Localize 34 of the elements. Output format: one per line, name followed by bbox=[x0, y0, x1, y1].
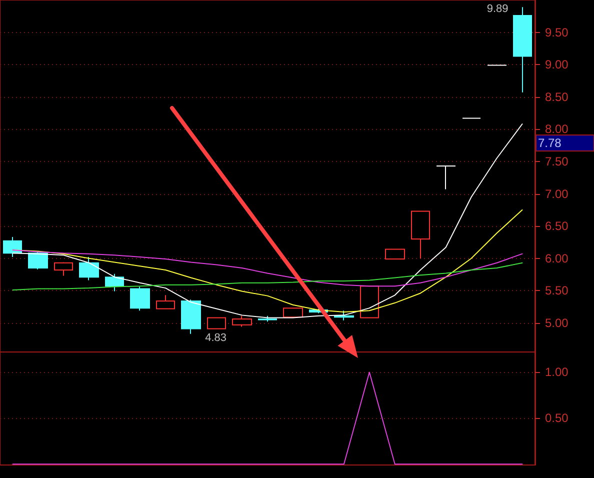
candlestick bbox=[79, 256, 99, 281]
y-tick-label: 6.50 bbox=[545, 219, 569, 234]
candlestick bbox=[207, 317, 226, 330]
y-tick-label: 1.00 bbox=[545, 365, 569, 380]
candlestick bbox=[54, 262, 73, 276]
y-tick-label: 8.00 bbox=[545, 122, 569, 136]
y-tick-label: 9.00 bbox=[545, 58, 569, 72]
candlestick bbox=[3, 236, 22, 258]
y-tick-label: 7.00 bbox=[545, 186, 569, 201]
candlestick bbox=[232, 315, 252, 328]
y-tick-label: 6.00 bbox=[545, 251, 569, 266]
candlestick bbox=[436, 165, 456, 190]
candlestick bbox=[130, 286, 150, 312]
candlestick bbox=[360, 286, 379, 318]
y-tick-label: 5.00 bbox=[545, 316, 569, 330]
text: 7.78 bbox=[538, 136, 562, 150]
annotation: 4.83 bbox=[205, 332, 226, 344]
line-series bbox=[12, 249, 523, 287]
y-tick-label: 7.50 bbox=[545, 154, 569, 168]
y-tick-label: 9.50 bbox=[545, 25, 569, 40]
annotation: 9.89 bbox=[486, 3, 508, 16]
candlestick bbox=[156, 294, 175, 310]
candlestick bbox=[513, 6, 532, 93]
y-tick-label: 5.50 bbox=[545, 284, 569, 298]
line-series bbox=[12, 262, 523, 290]
y-tick-label: 8.50 bbox=[545, 90, 569, 104]
candlestick bbox=[411, 210, 430, 259]
candlestick bbox=[283, 308, 303, 318]
y-tick-label: 0.50 bbox=[545, 411, 569, 426]
candlestick bbox=[28, 251, 48, 270]
candlestick bbox=[181, 299, 201, 334]
candlestick bbox=[385, 248, 405, 260]
line-series bbox=[12, 124, 523, 318]
candlestick bbox=[258, 315, 277, 322]
